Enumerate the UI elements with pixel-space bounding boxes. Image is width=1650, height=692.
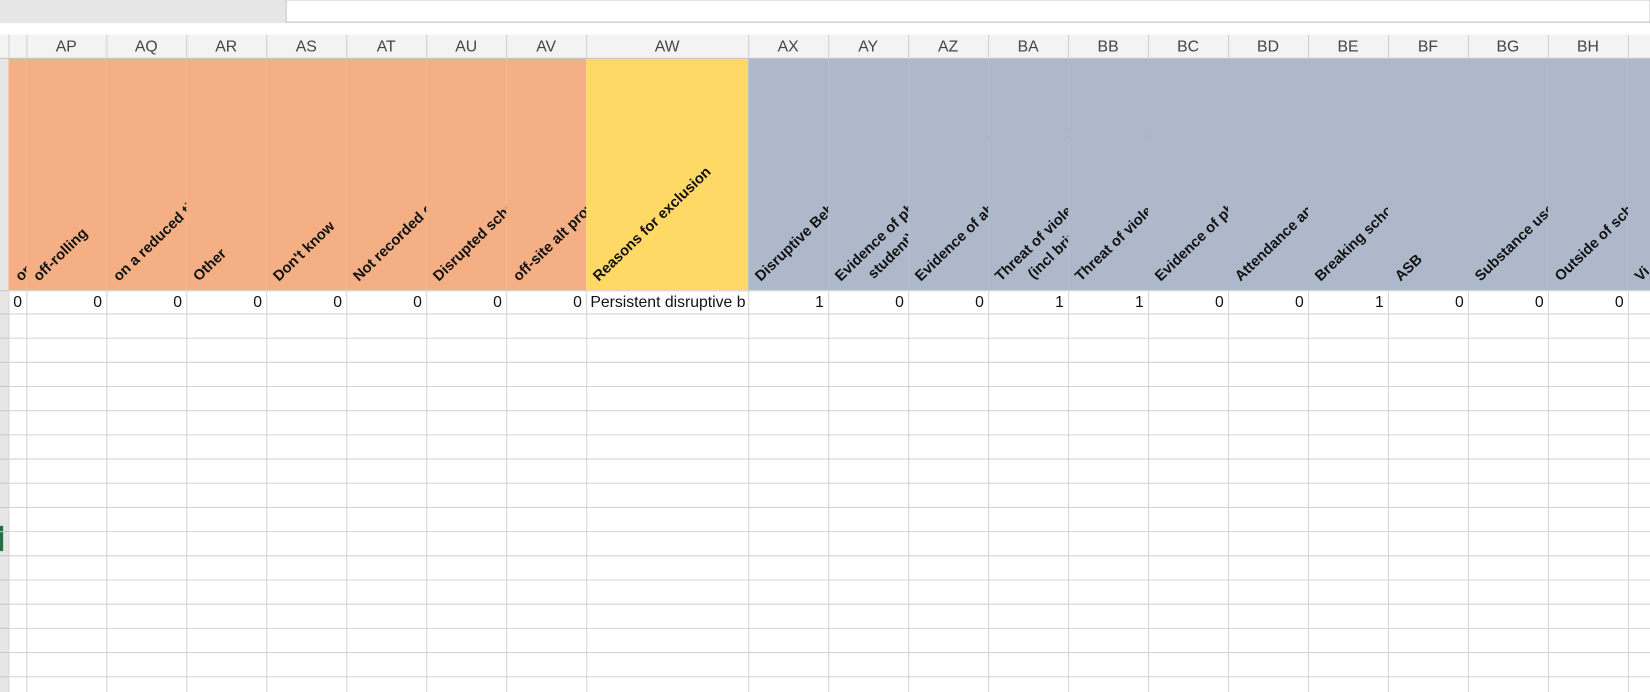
header-cell bbox=[1387, 58, 1468, 291]
header-cell bbox=[1148, 58, 1229, 291]
column-letter: AU bbox=[455, 38, 477, 55]
column-header-bar bbox=[0, 34, 1650, 59]
cell-value: 0 bbox=[93, 294, 102, 311]
column-letter: AT bbox=[377, 38, 396, 55]
column-letter: BD bbox=[1257, 38, 1279, 55]
cell-value: 1 bbox=[815, 294, 824, 311]
header-cell bbox=[346, 58, 427, 291]
column-letter: BF bbox=[1418, 38, 1438, 55]
header-cell bbox=[1627, 58, 1650, 291]
cell-value: 0 bbox=[1455, 294, 1464, 311]
cell-value: 0 bbox=[493, 294, 502, 311]
header-cell bbox=[748, 58, 829, 291]
active-row-indicator bbox=[0, 525, 4, 552]
row-header-bar bbox=[0, 58, 9, 692]
header-cell bbox=[8, 58, 27, 291]
cell-value: 0 bbox=[1215, 294, 1224, 311]
header-cell bbox=[26, 58, 107, 291]
cell-value: 0 bbox=[413, 294, 422, 311]
column-letter: BC bbox=[1177, 38, 1199, 55]
column-letter: AQ bbox=[135, 38, 158, 55]
header-cell bbox=[186, 58, 267, 291]
column-letter: AX bbox=[778, 38, 800, 55]
column-letter: BH bbox=[1577, 38, 1599, 55]
cell-value: 0 bbox=[13, 294, 22, 311]
header-cell bbox=[1467, 58, 1548, 291]
column-letter: BE bbox=[1337, 38, 1358, 55]
cell-value: 1 bbox=[1135, 294, 1144, 311]
header-cell bbox=[908, 58, 989, 291]
cell-value: 0 bbox=[1615, 294, 1624, 311]
column-letter: AP bbox=[56, 38, 77, 55]
header-cell bbox=[1308, 58, 1388, 291]
cell-value: Persistent disruptive b bbox=[590, 294, 745, 311]
cell-value: 0 bbox=[333, 294, 342, 311]
column-letter: AY bbox=[858, 38, 878, 55]
column-letter: BG bbox=[1497, 38, 1520, 55]
column-letter: BB bbox=[1098, 38, 1119, 55]
column-letter: AS bbox=[296, 38, 317, 55]
cell-value: 0 bbox=[975, 294, 984, 311]
column-letter: AV bbox=[536, 38, 556, 55]
header-cell bbox=[1228, 58, 1309, 291]
header-cell bbox=[988, 58, 1069, 291]
column-letter: AR bbox=[215, 38, 237, 55]
cell-value: 0 bbox=[253, 294, 262, 311]
cell-value: 0 bbox=[1295, 294, 1304, 311]
cell-value: 1 bbox=[1375, 294, 1384, 311]
cell-value: 0 bbox=[573, 294, 582, 311]
header-cell bbox=[1547, 58, 1628, 291]
header-cell bbox=[426, 58, 507, 291]
header-cell bbox=[106, 58, 187, 291]
formula-bar[interactable] bbox=[285, 0, 1650, 23]
header-cell bbox=[266, 58, 347, 291]
column-letter: AZ bbox=[938, 38, 959, 55]
column-letter: BA bbox=[1018, 38, 1040, 55]
header-cell bbox=[1068, 58, 1149, 291]
cell-value: 0 bbox=[173, 294, 182, 311]
header-cell bbox=[506, 58, 587, 291]
cell-value: 0 bbox=[1535, 294, 1544, 311]
column-letter: AW bbox=[655, 38, 680, 55]
header-cell bbox=[586, 58, 749, 291]
header-cell bbox=[828, 58, 909, 291]
cell-value: 0 bbox=[895, 294, 904, 311]
cell-value: 1 bbox=[1055, 294, 1064, 311]
